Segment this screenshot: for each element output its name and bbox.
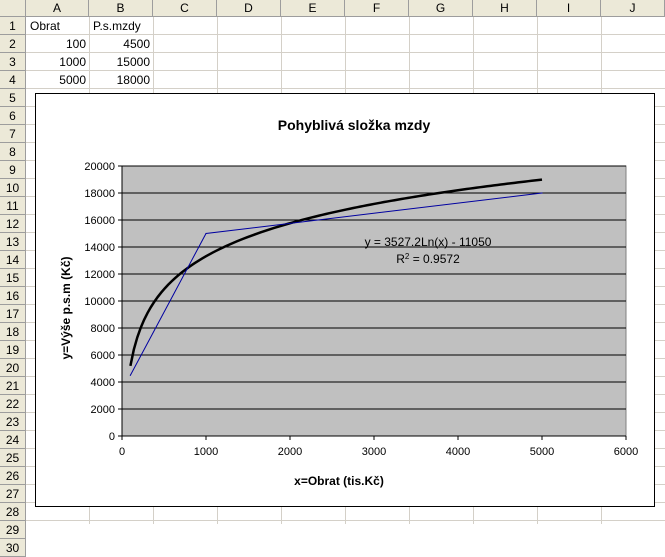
row-header-17[interactable]: 17 bbox=[0, 305, 26, 323]
select-all-corner[interactable] bbox=[0, 0, 26, 17]
y-axis-ticks: 0 2000 4000 6000 8000 10000 12000 14000 16000 180… bbox=[84, 161, 123, 443]
y-tick-label: 12000 bbox=[84, 269, 115, 281]
row-header-2[interactable]: 2 bbox=[0, 35, 26, 53]
y-tick-label: 2000 bbox=[91, 404, 115, 416]
x-axis-ticks: 0 1000 2000 3000 4000 5000 6000 bbox=[119, 435, 638, 458]
row-header-19[interactable]: 19 bbox=[0, 341, 26, 359]
x-tick-label: 3000 bbox=[362, 446, 386, 458]
column-header-c[interactable]: C bbox=[153, 0, 217, 17]
x-axis-label: x=Obrat (tis.Kč) bbox=[294, 474, 384, 488]
row-header-18[interactable]: 18 bbox=[0, 323, 26, 341]
y-tick-label: 6000 bbox=[91, 350, 115, 362]
column-header-h[interactable]: H bbox=[473, 0, 537, 17]
embedded-chart[interactable]: Pohyblivá složka mzdy 0 2000 4000 6000 8000 1… bbox=[35, 93, 655, 507]
column-header-j[interactable]: J bbox=[601, 0, 665, 17]
cell-a3[interactable]: 1000 bbox=[59, 55, 86, 69]
row-header-22[interactable]: 22 bbox=[0, 395, 26, 413]
gridlines bbox=[122, 165, 626, 410]
y-tick-label: 14000 bbox=[84, 242, 115, 254]
x-tick-label: 2000 bbox=[278, 446, 302, 458]
y-axis-label: y=Výše p.s.m (Kč) bbox=[59, 256, 73, 359]
y-tick-label: 8000 bbox=[91, 323, 115, 335]
data-point bbox=[205, 232, 207, 235]
trendline-equation: y = 3527.2Ln(x) - 11050 bbox=[365, 235, 492, 249]
cell-a1[interactable]: Obrat bbox=[30, 19, 61, 33]
column-header-g[interactable]: G bbox=[409, 0, 473, 17]
row-header-13[interactable]: 13 bbox=[0, 233, 26, 251]
x-tick-label: 1000 bbox=[194, 446, 218, 458]
y-tick-label: 4000 bbox=[91, 377, 115, 389]
x-tick-label: 4000 bbox=[446, 446, 470, 458]
row-header-10[interactable]: 10 bbox=[0, 179, 26, 197]
row-header-15[interactable]: 15 bbox=[0, 269, 26, 287]
row-header-8[interactable]: 8 bbox=[0, 143, 26, 161]
cell-b3[interactable]: 15000 bbox=[116, 55, 150, 69]
y-tick-label: 10000 bbox=[84, 296, 115, 308]
row-header-30[interactable]: 30 bbox=[0, 539, 26, 557]
chart-svg: Pohyblivá složka mzdy 0 2000 4000 6000 8000 1… bbox=[59, 117, 638, 488]
chart-title: Pohyblivá složka mzdy bbox=[278, 117, 431, 133]
cell-a2[interactable]: 100 bbox=[65, 37, 86, 51]
y-tick-label: 0 bbox=[109, 431, 115, 443]
column-header-b[interactable]: B bbox=[89, 0, 153, 17]
y-tick-label: 18000 bbox=[84, 188, 115, 200]
trendline-curve bbox=[129, 178, 543, 367]
row-header-14[interactable]: 14 bbox=[0, 251, 26, 269]
row-header-7[interactable]: 7 bbox=[0, 125, 26, 143]
row-header-26[interactable]: 26 bbox=[0, 467, 26, 485]
row-header-21[interactable]: 21 bbox=[0, 377, 26, 395]
row-header-5[interactable]: 5 bbox=[0, 89, 26, 107]
row-header-11[interactable]: 11 bbox=[0, 197, 26, 215]
data-point bbox=[541, 192, 543, 194]
row-header-27[interactable]: 27 bbox=[0, 485, 26, 503]
y-tick-label: 16000 bbox=[84, 215, 115, 227]
column-header-a[interactable]: A bbox=[26, 0, 89, 17]
column-header-f[interactable]: F bbox=[345, 0, 409, 17]
row-header-12[interactable]: 12 bbox=[0, 215, 26, 233]
column-header-i[interactable]: I bbox=[537, 0, 601, 17]
trendline-r-squared: R2 = 0.9572 bbox=[396, 252, 460, 267]
row-header-1[interactable]: 1 bbox=[0, 17, 26, 35]
cell-a4[interactable]: 5000 bbox=[59, 73, 86, 87]
x-tick-label: 5000 bbox=[530, 446, 554, 458]
data-point bbox=[129, 374, 131, 376]
cell-b1[interactable]: P.s.mzdy bbox=[93, 19, 141, 33]
row-header-28[interactable]: 28 bbox=[0, 503, 26, 521]
x-tick-label: 0 bbox=[119, 446, 125, 458]
x-tick-label: 6000 bbox=[614, 446, 638, 458]
series-group bbox=[129, 178, 543, 376]
row-header-6[interactable]: 6 bbox=[0, 107, 26, 125]
row-header-9[interactable]: 9 bbox=[0, 161, 26, 179]
column-header-d[interactable]: D bbox=[217, 0, 281, 17]
row-header-25[interactable]: 25 bbox=[0, 449, 26, 467]
y-tick-label: 20000 bbox=[84, 161, 115, 173]
cell-b2[interactable]: 4500 bbox=[123, 37, 150, 51]
row-header-20[interactable]: 20 bbox=[0, 359, 26, 377]
row-header-3[interactable]: 3 bbox=[0, 53, 26, 71]
row-header-23[interactable]: 23 bbox=[0, 413, 26, 431]
row-header-24[interactable]: 24 bbox=[0, 431, 26, 449]
cell-b4[interactable]: 18000 bbox=[116, 73, 150, 87]
column-header-e[interactable]: E bbox=[281, 0, 345, 17]
row-header-16[interactable]: 16 bbox=[0, 287, 26, 305]
row-header-4[interactable]: 4 bbox=[0, 71, 26, 89]
